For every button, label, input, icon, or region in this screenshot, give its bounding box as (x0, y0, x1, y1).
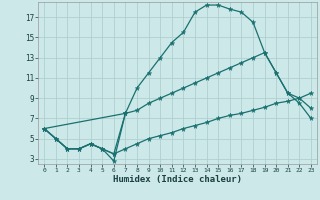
X-axis label: Humidex (Indice chaleur): Humidex (Indice chaleur) (113, 175, 242, 184)
